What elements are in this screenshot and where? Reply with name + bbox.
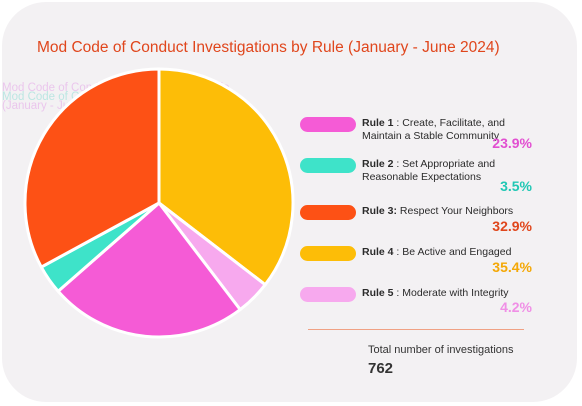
legend-rule-name: Rule 2 (362, 158, 394, 170)
legend-item-rule-2: Rule 2 : Set Appropriate and Reasonable … (300, 158, 540, 198)
legend-swatch-rule-4 (300, 246, 356, 261)
legend-swatch-rule-3 (300, 205, 356, 220)
pie-chart (23, 67, 295, 339)
legend-swatch-rule-1 (300, 117, 356, 132)
pie-slice-rule-3 (23, 67, 161, 269)
legend-rule-name: Rule 4 (362, 246, 394, 258)
legend-item-rule-5: Rule 5 : Moderate with Integrity 4.2% (300, 287, 540, 317)
legend-label-rule-4: Rule 4 : Be Active and Engaged (362, 246, 537, 259)
legend-label-rule-2: Rule 2 : Set Appropriate and Reasonable … (362, 158, 537, 184)
legend-rule-name: Rule 3: (362, 205, 398, 217)
total-value: 762 (368, 360, 394, 377)
chart-card: Mod Code of Conduct Investigations by Ru… (2, 2, 577, 402)
total-label: Total number of investigations (368, 344, 514, 356)
legend-rule-desc: Respect Your Neighbors (397, 205, 514, 217)
legend-label-rule-1: Rule 1 : Create, Facilitate, and Maintai… (362, 117, 537, 143)
legend-label-rule-5: Rule 5 : Moderate with Integrity (362, 287, 537, 300)
legend-item-rule-4: Rule 4 : Be Active and Engaged 35.4% (300, 246, 540, 276)
divider (308, 329, 524, 330)
legend-rule-name: Rule 1 (362, 117, 394, 129)
legend-swatch-rule-2 (300, 158, 356, 173)
legend-percent-rule-1: 23.9% (492, 135, 532, 151)
legend-percent-rule-5: 4.2% (500, 299, 532, 315)
pie-slice-rule-4 (157, 67, 295, 287)
legend-percent-rule-4: 35.4% (492, 259, 532, 275)
legend-rule-desc: : Set Appropriate and Reasonable Expecta… (362, 158, 496, 183)
legend-rule-desc: : Moderate with Integrity (393, 287, 509, 299)
legend-item-rule-3: Rule 3: Respect Your Neighbors 32.9% (300, 205, 540, 235)
legend-percent-rule-3: 32.9% (492, 218, 532, 234)
legend-percent-rule-2: 3.5% (500, 178, 532, 194)
chart-title: Mod Code of Conduct Investigations by Ru… (37, 39, 500, 56)
legend-rule-desc: : Create, Facilitate, and Maintain a Sta… (362, 117, 505, 142)
pie-slice-rule-1 (56, 201, 242, 339)
legend-item-rule-1: Rule 1 : Create, Facilitate, and Maintai… (300, 117, 540, 157)
legend-rule-desc: : Be Active and Engaged (393, 246, 512, 258)
legend-label-rule-3: Rule 3: Respect Your Neighbors (362, 205, 537, 218)
legend-rule-name: Rule 5 (362, 287, 394, 299)
legend-swatch-rule-5 (300, 287, 356, 302)
